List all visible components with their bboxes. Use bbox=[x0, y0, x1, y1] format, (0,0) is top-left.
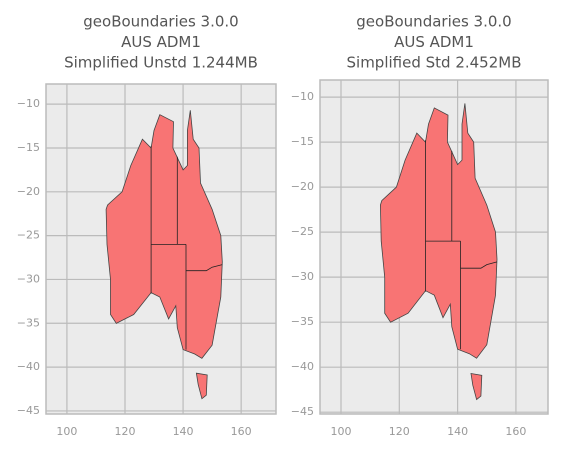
chart-title: AUS ADM1 bbox=[394, 33, 474, 51]
y-tick-label: −30 bbox=[291, 270, 314, 283]
state-border bbox=[186, 264, 223, 272]
y-tick-label: −20 bbox=[291, 180, 314, 193]
y-tick-label: −10 bbox=[17, 97, 40, 110]
y-tick-label: −35 bbox=[17, 316, 40, 329]
y-tick-label: −20 bbox=[17, 185, 40, 198]
island-shape bbox=[470, 373, 483, 401]
y-tick-label: −30 bbox=[17, 272, 40, 285]
y-tick-label: −25 bbox=[17, 229, 40, 242]
chart-title: geoBoundaries 3.0.0 bbox=[83, 13, 238, 31]
x-tick-label: 100 bbox=[330, 425, 351, 438]
country-shape bbox=[105, 110, 223, 359]
y-tick-label: −35 bbox=[291, 315, 314, 328]
x-tick-label: 140 bbox=[447, 425, 468, 438]
x-tick-label: 100 bbox=[56, 425, 77, 438]
x-tick-label: 140 bbox=[173, 425, 194, 438]
chart-title: Simplified Unstd 1.244MB bbox=[64, 54, 258, 72]
x-tick-label: 120 bbox=[114, 425, 135, 438]
state-border bbox=[460, 261, 498, 269]
y-tick-label: −15 bbox=[291, 135, 314, 148]
y-tick-label: −10 bbox=[291, 90, 314, 103]
y-tick-label: −40 bbox=[291, 360, 314, 373]
x-tick-label: 160 bbox=[231, 425, 252, 438]
x-tick-label: 160 bbox=[505, 425, 526, 438]
y-tick-label: −45 bbox=[17, 404, 40, 417]
y-tick-label: −15 bbox=[17, 141, 40, 154]
chart-title: geoBoundaries 3.0.0 bbox=[356, 13, 511, 31]
y-tick-label: −40 bbox=[17, 360, 40, 373]
island-shape bbox=[195, 372, 208, 400]
y-tick-label: −25 bbox=[291, 225, 314, 238]
country-shape bbox=[379, 103, 498, 359]
y-tick-label: −45 bbox=[291, 405, 314, 418]
x-tick-label: 120 bbox=[389, 425, 410, 438]
chart-title: Simplified Std 2.452MB bbox=[347, 54, 522, 72]
chart-title: AUS ADM1 bbox=[121, 33, 201, 51]
